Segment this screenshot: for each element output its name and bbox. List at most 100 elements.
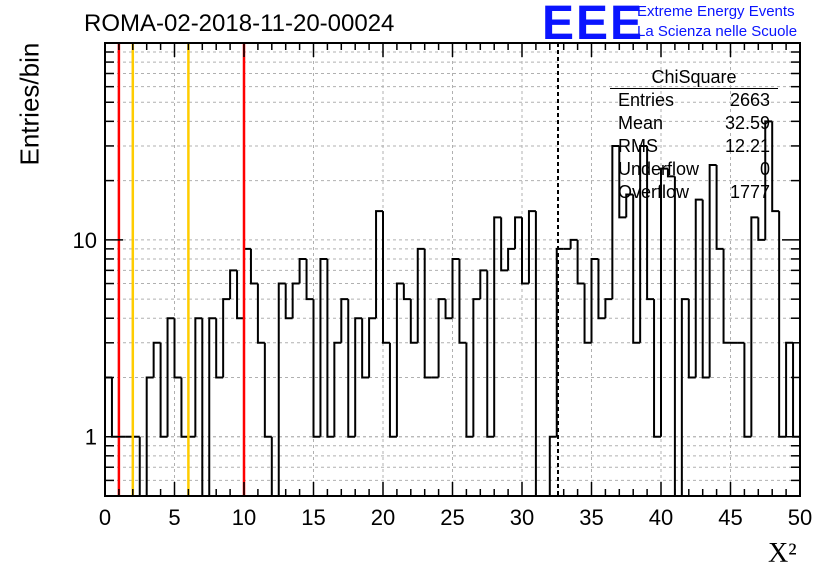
histogram-bin bbox=[194, 317, 203, 437]
histogram-bin bbox=[625, 193, 634, 218]
histogram-bin bbox=[821, 111, 828, 299]
histogram-bin bbox=[305, 258, 314, 301]
histogram-bin bbox=[653, 299, 661, 438]
histogram-bin bbox=[291, 282, 300, 319]
histogram-bin bbox=[807, 224, 814, 436]
histogram-bin bbox=[479, 269, 488, 300]
stats-label: Overflow bbox=[618, 182, 690, 202]
histogram-bin bbox=[604, 298, 613, 319]
histogram-bin bbox=[828, 111, 835, 436]
histogram-bin bbox=[159, 342, 168, 438]
histogram-bin bbox=[222, 298, 231, 378]
histogram-bin bbox=[416, 247, 425, 343]
stats-row-overflow: Overflow 1777 bbox=[610, 181, 778, 204]
histogram-bin bbox=[347, 299, 356, 438]
histogram-bin bbox=[152, 341, 161, 378]
histogram-bin bbox=[785, 341, 794, 437]
histogram-bin bbox=[229, 269, 238, 300]
histogram-bin bbox=[576, 239, 585, 285]
x-tick-label: 50 bbox=[788, 505, 812, 530]
x-axis-label: Χ² bbox=[768, 538, 797, 569]
histogram-bin bbox=[166, 317, 175, 437]
stats-title: ChiSquare bbox=[610, 66, 778, 89]
histogram-bin bbox=[270, 436, 273, 496]
histogram-bin bbox=[486, 270, 495, 438]
histogram-bin bbox=[715, 165, 724, 250]
histogram-bin bbox=[145, 376, 154, 496]
eee-logo: EEE bbox=[542, 0, 645, 50]
logo-subtitle-2: La Scienza nelle Scuole bbox=[637, 23, 798, 40]
stats-value: 32.59 bbox=[724, 113, 770, 133]
histogram-bin bbox=[444, 299, 453, 320]
x-tick-label: 15 bbox=[301, 505, 325, 530]
x-tick-label: 5 bbox=[168, 505, 180, 530]
histogram-bin bbox=[548, 435, 557, 496]
histogram-bin bbox=[778, 211, 787, 438]
histogram-bin bbox=[263, 342, 272, 438]
stats-value: 0 bbox=[759, 159, 770, 179]
histogram-bin bbox=[722, 248, 731, 344]
histogram-bin bbox=[138, 436, 141, 496]
y-tick-label: 10 bbox=[73, 228, 97, 253]
histogram-bin bbox=[597, 258, 606, 320]
histogram-bin bbox=[354, 317, 363, 437]
histogram-bin bbox=[326, 258, 335, 438]
histogram-bin bbox=[388, 342, 397, 438]
histogram-bin bbox=[666, 168, 675, 178]
x-tick-label: 0 bbox=[99, 505, 111, 530]
histogram-bin bbox=[208, 317, 217, 496]
histogram-bin bbox=[319, 257, 328, 437]
histogram-bin bbox=[583, 283, 592, 344]
histogram-bin bbox=[687, 299, 696, 379]
x-tick-label: 30 bbox=[510, 505, 534, 530]
stats-value: 12.21 bbox=[724, 136, 770, 156]
histogram-bin bbox=[437, 298, 446, 378]
histogram-bin bbox=[409, 299, 418, 344]
x-tick-label: 10 bbox=[232, 505, 256, 530]
histogram-bin bbox=[680, 298, 689, 496]
histogram-bin bbox=[814, 299, 821, 437]
histogram-bin bbox=[256, 283, 265, 344]
histogram-bin bbox=[465, 342, 474, 438]
histogram-bin bbox=[284, 283, 293, 320]
histogram-bin bbox=[792, 342, 800, 438]
histogram-bin bbox=[743, 342, 752, 438]
histogram-bin bbox=[611, 144, 620, 300]
histogram-bin bbox=[646, 145, 655, 301]
histogram-bin bbox=[423, 248, 432, 379]
histogram-bin bbox=[632, 194, 641, 344]
stats-box: ChiSquare Entries 2663 Mean 32.59 RMS 12… bbox=[610, 66, 778, 204]
stats-row-underflow: Underflow 0 bbox=[610, 158, 778, 181]
x-tick-label: 45 bbox=[718, 505, 742, 530]
x-tick-label: 35 bbox=[579, 505, 603, 530]
histogram-bin bbox=[521, 217, 529, 285]
histogram-bin bbox=[361, 318, 370, 379]
stats-row-mean: Mean 32.59 bbox=[610, 112, 778, 135]
histogram-bin bbox=[555, 247, 564, 437]
stats-label: Entries bbox=[618, 90, 675, 110]
histogram-bin bbox=[340, 298, 349, 343]
histogram-bin bbox=[395, 282, 404, 437]
histogram-bin bbox=[375, 210, 383, 319]
stats-label: RMS bbox=[618, 136, 658, 156]
histogram-bin bbox=[569, 238, 578, 249]
histogram-bin bbox=[764, 120, 773, 240]
stats-label: Underflow bbox=[618, 159, 700, 179]
histogram-bin bbox=[382, 211, 390, 344]
x-tick-label: 20 bbox=[371, 505, 395, 530]
histogram-bin bbox=[750, 216, 759, 437]
histogram-bin bbox=[799, 223, 800, 437]
histogram-bin bbox=[618, 145, 627, 219]
stats-row-entries: Entries 2663 bbox=[610, 89, 778, 112]
histogram-bin bbox=[590, 257, 599, 343]
histogram-bin bbox=[493, 216, 502, 437]
histogram-bin bbox=[215, 318, 224, 379]
histogram-bin bbox=[639, 144, 648, 343]
histogram-bin bbox=[673, 176, 676, 496]
histogram-bin bbox=[534, 211, 537, 496]
histogram-bin bbox=[173, 318, 182, 379]
x-tick-label: 25 bbox=[440, 505, 464, 530]
stats-value: 1777 bbox=[729, 182, 770, 202]
histogram-bin bbox=[333, 341, 342, 437]
histogram-bin bbox=[368, 317, 377, 378]
